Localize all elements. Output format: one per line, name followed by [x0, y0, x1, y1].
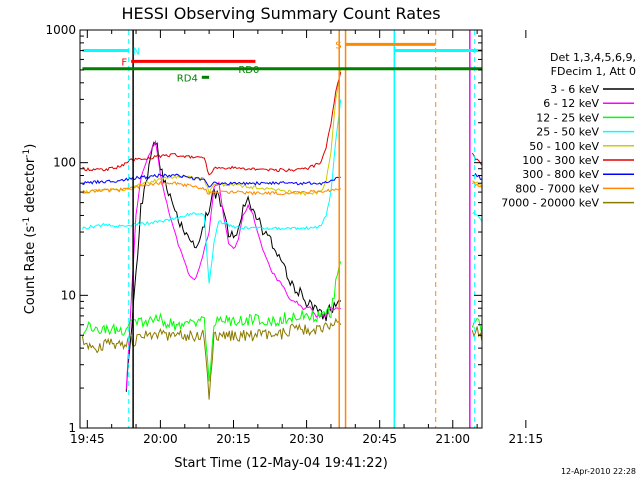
axes-layer: 19:45 20:00 20:15 20:30 20:45 21:00 21:15 1 10 10…: [45, 23, 543, 446]
legend-label: 25 - 50 keV: [536, 126, 599, 139]
x-tick-label: 19:45: [70, 432, 105, 446]
series-line-300-800-kev: [472, 172, 482, 180]
legend-label: 6 - 12 keV: [543, 97, 599, 110]
series-line-7000-20000-kev: [471, 326, 482, 342]
plot-frame: [79, 29, 483, 429]
legend-header-line-2: FDecim 1, Att 0: [551, 65, 636, 78]
series-line-6-12-kev: [125, 139, 341, 390]
flag-label-n: N: [133, 47, 140, 58]
y-tick-label: 1000: [45, 23, 76, 37]
flag-label-rd4: RD4: [177, 73, 198, 84]
series-line-25-50-kev: [472, 211, 482, 222]
series-line-800-7000-kev: [471, 181, 482, 188]
legend: Det 1,3,4,5,6,9, FDecim 1, Att 0 3 - 6 k…: [501, 51, 636, 210]
x-tick-label: 20:15: [216, 432, 251, 446]
x-tick-label: 20:45: [362, 432, 397, 446]
data-layer: [81, 69, 482, 400]
y-axis-label-exponent-2: -1: [22, 149, 32, 158]
y-tick-label: 100: [53, 156, 76, 170]
annotation-layer: NF RD0 RD4 S: [82, 30, 482, 428]
legend-label: 800 - 7000 keV: [515, 182, 599, 195]
y-axis-label-exponent: -1: [22, 217, 32, 226]
flag-label-s: S: [335, 40, 341, 51]
legend-label: 100 - 300 keV: [522, 154, 599, 167]
x-tick-label: 21:00: [435, 432, 470, 446]
series-line-100-300-kev: [471, 152, 482, 166]
x-tick-label: 21:15: [509, 432, 544, 446]
legend-header-line-1: Det 1,3,4,5,6,9,: [550, 51, 636, 64]
series-line-3-6-kev: [125, 141, 342, 392]
legend-label: 3 - 6 keV: [550, 83, 599, 96]
series-line-100-300-kev: [82, 72, 342, 176]
series-line-300-800-kev: [82, 173, 341, 188]
y-tick-label: 1: [68, 421, 76, 435]
series-line-50-100-kev: [82, 69, 342, 197]
legend-label: 300 - 800 keV: [522, 168, 599, 181]
series-line-12-25-kev: [81, 261, 342, 382]
legend-label: 12 - 25 keV: [536, 111, 599, 124]
series-line-25-50-kev: [81, 99, 342, 284]
flag-label-f: F: [121, 57, 127, 68]
x-axis-label: Start Time (12-May-04 19:41:22): [174, 456, 388, 471]
x-tick-label: 20:30: [289, 432, 324, 446]
legend-label: 7000 - 20000 keV: [501, 197, 599, 210]
y-axis-label-end: ): [23, 144, 38, 149]
legend-label: 50 - 100 keV: [529, 140, 599, 153]
chart-title: HESSI Observing Summary Count Rates: [121, 4, 440, 23]
series-line-12-25-kev: [471, 317, 482, 336]
series-line-7000-20000-kev: [81, 317, 342, 400]
y-axis-label-mid: detector: [23, 157, 38, 217]
footer-timestamp: 12-Apr-2010 22:28: [561, 467, 636, 476]
x-tick-label: 20:00: [143, 432, 178, 446]
flag-label-rd0: RD0: [238, 65, 259, 76]
y-axis-label: Count Rate (s-1 detector-1): [22, 144, 38, 315]
y-tick-label: 10: [61, 288, 76, 302]
series-line-800-7000-kev: [81, 180, 342, 196]
y-axis-label-main: Count Rate (s: [23, 226, 38, 315]
